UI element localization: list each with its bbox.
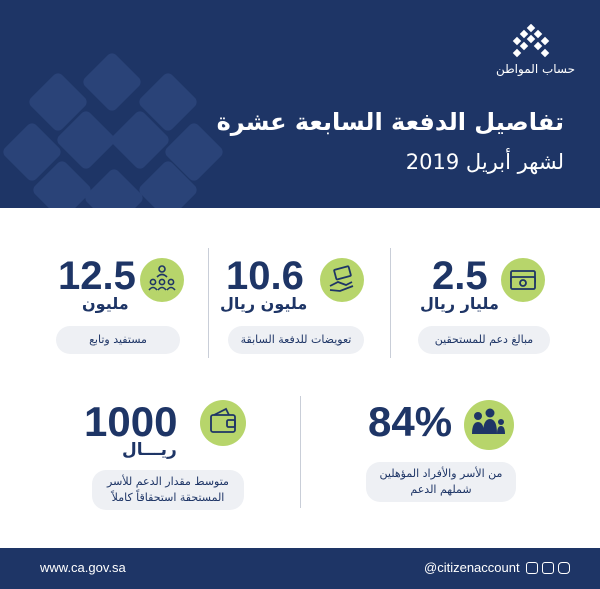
support-label: مبالغ دعم للمستحقين (418, 326, 550, 354)
twitter-icon[interactable] (542, 562, 554, 574)
page-subtitle: لشهر أبريل 2019 (405, 150, 564, 174)
family-icon (464, 400, 514, 450)
average-label-line2: المستحقة استحقاقاً كاملاً (111, 491, 225, 504)
brand-logo: حساب المواطن (496, 24, 576, 76)
social-handle[interactable]: @citizenaccount (424, 560, 520, 575)
divider (208, 248, 209, 358)
beneficiaries-unit: مليون (82, 294, 129, 313)
average-value: 1000 (84, 398, 178, 445)
compensation-label: تعويضات للدفعة السابقة (228, 326, 364, 354)
decorative-tile (80, 50, 144, 114)
beneficiaries-value: 12.5 (58, 254, 136, 298)
compensation-value: 10.6 (226, 254, 304, 298)
footer-bar: www.ca.gov.sa @citizenaccount (0, 548, 600, 589)
people-group-icon (140, 258, 184, 302)
money-stack-icon (501, 258, 545, 302)
divider (300, 396, 301, 508)
snapchat-icon[interactable] (526, 562, 538, 574)
support-unit: مليار ريال (420, 294, 499, 313)
compensation-unit: مليون ريال (220, 294, 308, 313)
logo-mark-icon (512, 24, 550, 58)
divider (390, 248, 391, 358)
logo-text: حساب المواطن (496, 62, 576, 76)
instagram-icon[interactable] (558, 562, 570, 574)
average-unit: ريـــال (122, 440, 177, 460)
hand-money-icon (320, 258, 364, 302)
wallet-icon (200, 400, 246, 446)
beneficiaries-label: مستفيد وتابع (56, 326, 180, 354)
percentage-value: 84% (368, 398, 453, 445)
header-banner: حساب المواطن تفاصيل الدفعة السابعة عشرة … (0, 0, 600, 208)
website-link[interactable]: www.ca.gov.sa (40, 560, 126, 575)
average-label: متوسط مقدار الدعم للأسر المستحقة استحقاق… (92, 470, 244, 510)
average-label-line1: متوسط مقدار الدعم للأسر (107, 475, 229, 488)
support-value: 2.5 (432, 254, 488, 298)
percentage-label-line1: من الأسر والأفراد المؤهلين (379, 467, 503, 480)
decorative-tile (82, 166, 146, 208)
percentage-label-line2: شملهم الدعم (410, 483, 472, 496)
percentage-label: من الأسر والأفراد المؤهلين شملهم الدعم (366, 462, 516, 502)
page-title: تفاصيل الدفعة السابعة عشرة (216, 108, 564, 136)
